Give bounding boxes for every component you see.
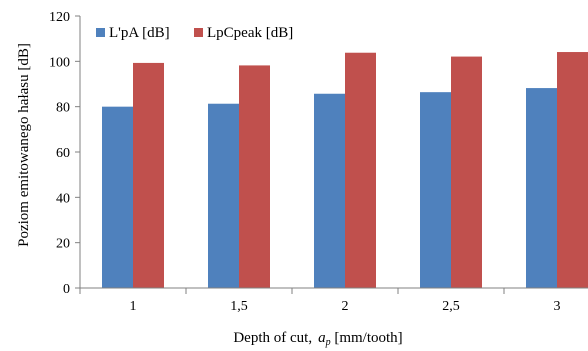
x-axis-label-symbol: a (318, 330, 326, 346)
bar-lpcpeak (345, 52, 376, 288)
legend-label: LpCpeak [dB] (207, 25, 293, 41)
legend-label: L'pA [dB] (109, 25, 170, 41)
y-axis-label: Poziom emitowanego hałasu [dB] (16, 43, 32, 247)
x-axis-label: Depth of cut, ap [mm/tooth] (233, 330, 402, 348)
x-tick-label: 2 (342, 299, 349, 314)
bar-lpa (208, 103, 239, 288)
bars-group (102, 52, 588, 289)
bar-lpcpeak (239, 65, 270, 288)
x-tick-label: 1,5 (230, 299, 248, 314)
legend: L'pA [dB] LpCpeak [dB] (96, 25, 293, 41)
x-axis-label-unit: [mm/tooth] (331, 330, 403, 346)
legend-swatch (96, 28, 105, 37)
x-ticks-group: 1 1,5 2 2,5 3 (79, 288, 561, 314)
y-tick-label: 120 (49, 10, 70, 25)
x-tick-label: 2,5 (442, 299, 460, 314)
legend-swatch (194, 28, 203, 37)
y-tick-label: 40 (56, 191, 70, 206)
bar-lpcpeak (133, 62, 164, 288)
x-tick-label: 1 (130, 299, 137, 314)
bar-lpa (526, 88, 557, 288)
y-tick-label: 20 (56, 237, 70, 252)
y-ticks-group: 0 20 40 60 80 100 120 (49, 10, 80, 297)
y-tick-label: 60 (56, 146, 70, 161)
bar-lpa (420, 92, 451, 288)
bar-lpa (314, 93, 345, 288)
bar-lpcpeak (557, 52, 588, 288)
y-tick-label: 80 (56, 101, 70, 116)
x-axis-label-subscript: p (325, 337, 331, 348)
y-tick-label: 0 (63, 282, 70, 297)
bar-lpa (102, 106, 133, 289)
x-axis-label-text: Depth of cut, (233, 330, 312, 346)
x-tick-label: 3 (554, 299, 561, 314)
y-tick-label: 100 (49, 55, 70, 70)
bar-lpcpeak (451, 56, 482, 288)
